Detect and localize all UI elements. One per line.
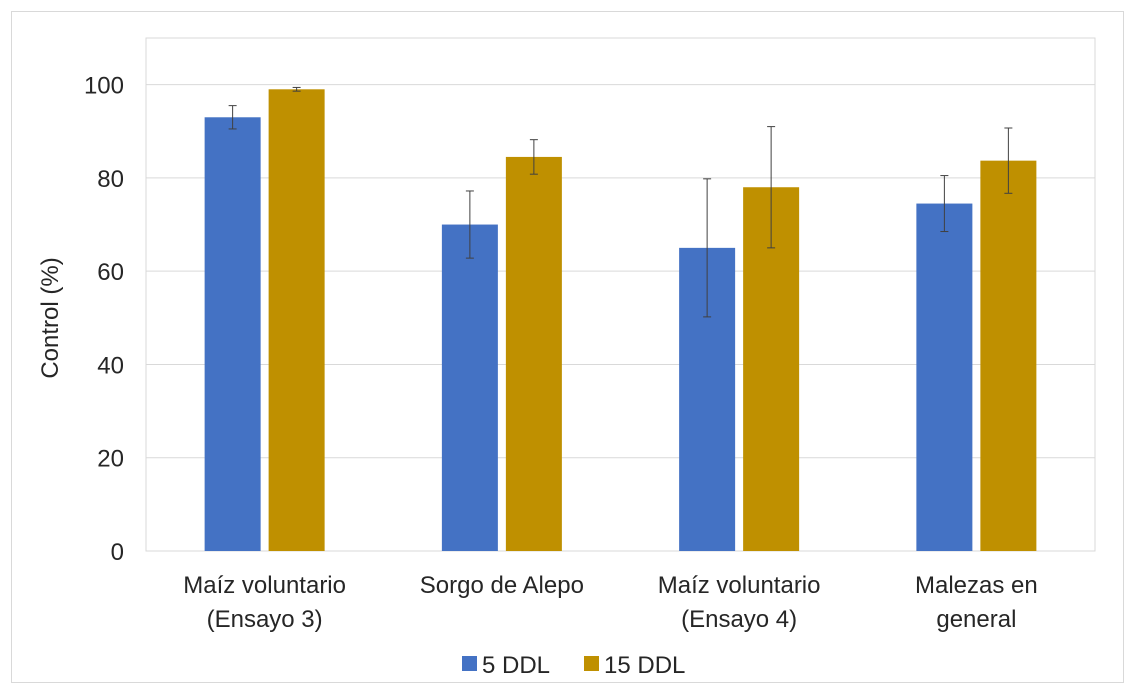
bar-5-ddl-0: [204, 117, 261, 552]
y-axis-ticks: 0 20 40 60 80 100: [84, 73, 124, 566]
bars: [204, 89, 1037, 552]
x-category-label-2: Maíz voluntario (Ensayo 4): [658, 572, 821, 633]
legend-label-15-ddl: 15 DDL: [604, 652, 685, 679]
legend: 5 DDL 15 DDL: [462, 652, 685, 679]
bar-15-ddl-1: [505, 156, 562, 551]
y-axis-title: Control (%): [37, 257, 64, 378]
legend-label-5-ddl: 5 DDL: [482, 652, 550, 679]
y-tick-label-60: 60: [97, 259, 124, 286]
y-tick-label-40: 40: [97, 352, 124, 379]
bar-5-ddl-3: [916, 203, 973, 552]
x-category-line: Malezas en: [915, 572, 1038, 599]
x-category-label-1: Sorgo de Alepo: [420, 572, 584, 599]
bar-15-ddl-3: [980, 160, 1037, 552]
x-category-line: Maíz voluntario: [658, 572, 821, 599]
x-axis-categories: Maíz voluntario (Ensayo 3) Sorgo de Alepo M…: [183, 572, 1037, 633]
x-category-line: Sorgo de Alepo: [420, 572, 584, 599]
bar-15-ddl-0: [268, 89, 325, 552]
x-category-line: Maíz voluntario: [183, 572, 346, 599]
y-tick-label-100: 100: [84, 73, 124, 100]
y-tick-label-80: 80: [97, 166, 124, 193]
legend-swatch-5-ddl: [462, 656, 477, 671]
x-category-label-3: Malezas en general: [915, 572, 1038, 633]
error-bars: [228, 86, 1013, 318]
x-category-line: (Ensayo 4): [681, 606, 797, 633]
bar-5-ddl-1: [441, 224, 498, 551]
x-category-line: general: [936, 606, 1016, 633]
y-tick-label-0: 0: [111, 539, 124, 566]
legend-swatch-15-ddl: [584, 656, 599, 671]
x-category-label-0: Maíz voluntario (Ensayo 3): [183, 572, 346, 633]
y-tick-label-20: 20: [97, 446, 124, 473]
x-category-line: (Ensayo 3): [207, 606, 323, 633]
